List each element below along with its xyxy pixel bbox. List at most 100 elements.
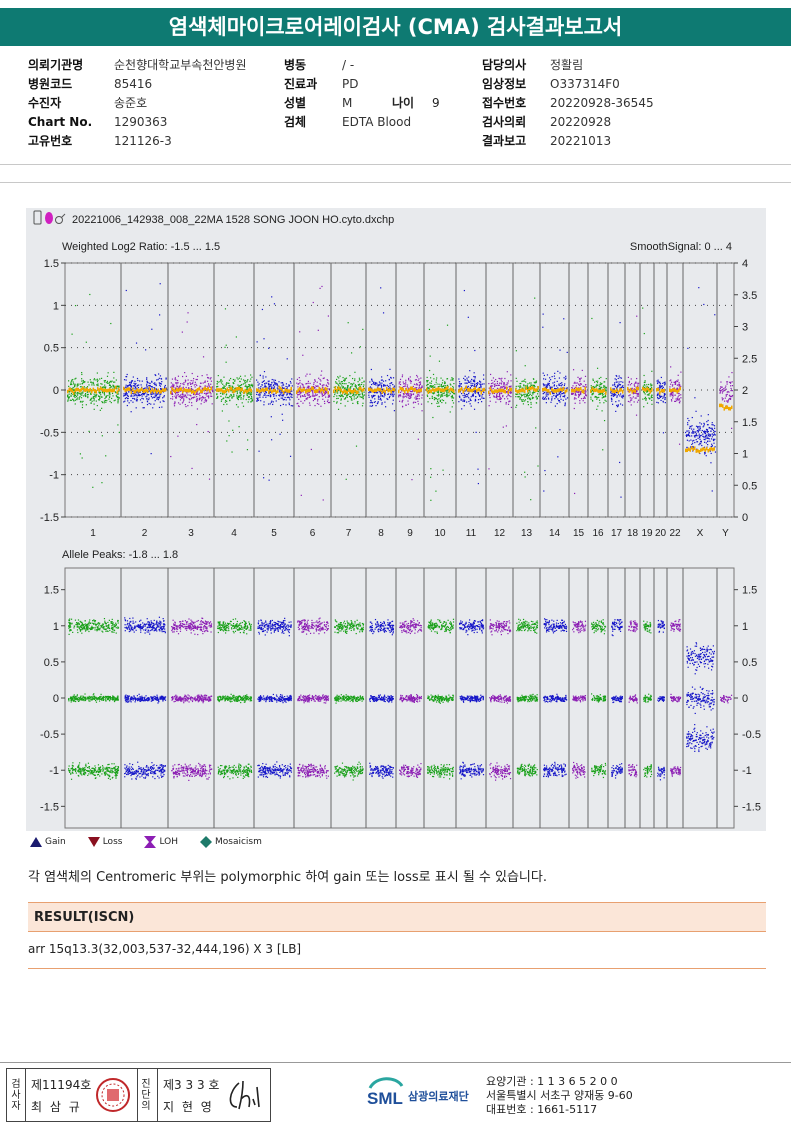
log2-point <box>125 376 127 378</box>
log2-point <box>204 397 206 399</box>
log2-point <box>109 380 112 382</box>
smooth-signal-point <box>309 388 311 393</box>
log2-point <box>634 382 636 384</box>
log2-point <box>134 398 136 400</box>
log2-point <box>298 405 300 408</box>
log2-point <box>336 382 338 384</box>
log2-point <box>114 399 116 401</box>
allele-peak-point <box>114 697 117 699</box>
log2-point <box>648 393 650 396</box>
log2-point <box>462 394 464 397</box>
log2-point <box>116 393 118 395</box>
log2-point <box>445 390 447 392</box>
smooth-signal-point <box>141 387 143 391</box>
log2-point <box>616 381 618 383</box>
smooth-signal-point <box>194 391 196 395</box>
chromosome-label: 16 <box>592 528 604 539</box>
log2-point <box>163 400 165 403</box>
log2-point <box>442 392 444 395</box>
log2-point <box>598 399 601 401</box>
log2-point <box>303 386 306 388</box>
log2-point <box>128 402 130 404</box>
log2-point <box>228 379 231 381</box>
allele-peak-point <box>86 624 88 626</box>
log2-point <box>205 392 207 394</box>
log2-point <box>139 380 141 382</box>
log2-point <box>644 380 646 382</box>
log2-point <box>194 386 196 388</box>
log2-point <box>400 395 402 397</box>
log2-point <box>507 380 510 382</box>
smooth-signal-point <box>222 389 224 393</box>
allele-peak-point <box>70 618 73 620</box>
log2-point <box>71 333 73 335</box>
log2-point <box>462 399 464 401</box>
log2-point <box>196 423 198 426</box>
smooth-signal-point <box>83 388 85 392</box>
smooth-signal-point <box>240 388 242 392</box>
smooth-signal-point <box>603 388 605 393</box>
log2-point <box>116 388 118 390</box>
log2-point <box>676 397 678 399</box>
log2-point <box>358 379 361 381</box>
log2-point <box>591 317 593 320</box>
log2-point <box>446 396 448 398</box>
log2-point <box>308 391 310 393</box>
log2-point <box>196 397 198 400</box>
log2-point <box>271 439 273 441</box>
log2-point <box>264 390 266 393</box>
log2-point <box>705 442 707 444</box>
allele-peak-point <box>95 696 97 698</box>
log2-point <box>578 394 580 396</box>
smooth-signal-point <box>489 386 491 391</box>
log2-point <box>299 396 302 398</box>
log2-point <box>529 397 531 399</box>
log2-point <box>430 386 432 388</box>
log2-point <box>345 397 347 399</box>
log2-point <box>702 433 704 435</box>
log2-point <box>74 399 77 401</box>
allele-peak-point <box>77 623 79 626</box>
log2-point <box>315 385 318 387</box>
log2-point <box>565 387 567 389</box>
log2-point <box>118 431 120 434</box>
allele-peak-point <box>103 618 106 620</box>
log2-point <box>106 399 108 402</box>
log2-point <box>427 383 429 386</box>
allele-peak-point <box>93 696 95 698</box>
log2-point <box>179 385 181 387</box>
log2-point <box>678 399 680 401</box>
log2-point <box>615 381 617 383</box>
log2-point <box>93 393 95 395</box>
log2-point <box>170 386 172 388</box>
log2-point <box>531 392 534 394</box>
log2-point <box>466 377 468 379</box>
log2-point <box>109 391 111 394</box>
log2-point <box>490 385 492 388</box>
log2-point <box>225 399 227 402</box>
log2-point <box>470 385 473 387</box>
allele-peak-point <box>115 623 117 626</box>
log2-point <box>676 388 678 390</box>
allele-peak-point <box>102 623 104 625</box>
smooth-signal-point <box>286 388 288 393</box>
log2-point <box>507 394 509 397</box>
log2-point <box>285 385 287 388</box>
log2-point <box>238 377 241 379</box>
log2-point <box>113 385 115 387</box>
log2-point <box>445 395 448 397</box>
smooth-signal-point <box>411 386 413 390</box>
smooth-signal-point <box>386 386 388 391</box>
log2-point <box>245 384 247 386</box>
allele-peak-point <box>116 696 118 698</box>
log2-point <box>688 430 690 432</box>
log2-point <box>710 434 712 436</box>
log2-point <box>236 377 238 379</box>
chromosome-label: 15 <box>573 528 585 539</box>
log2-point <box>646 390 649 393</box>
log2-point <box>95 394 97 396</box>
smooth-signal-point <box>235 387 237 391</box>
log2-point <box>577 383 580 385</box>
log2-point <box>260 386 262 388</box>
log2-point <box>502 396 504 398</box>
